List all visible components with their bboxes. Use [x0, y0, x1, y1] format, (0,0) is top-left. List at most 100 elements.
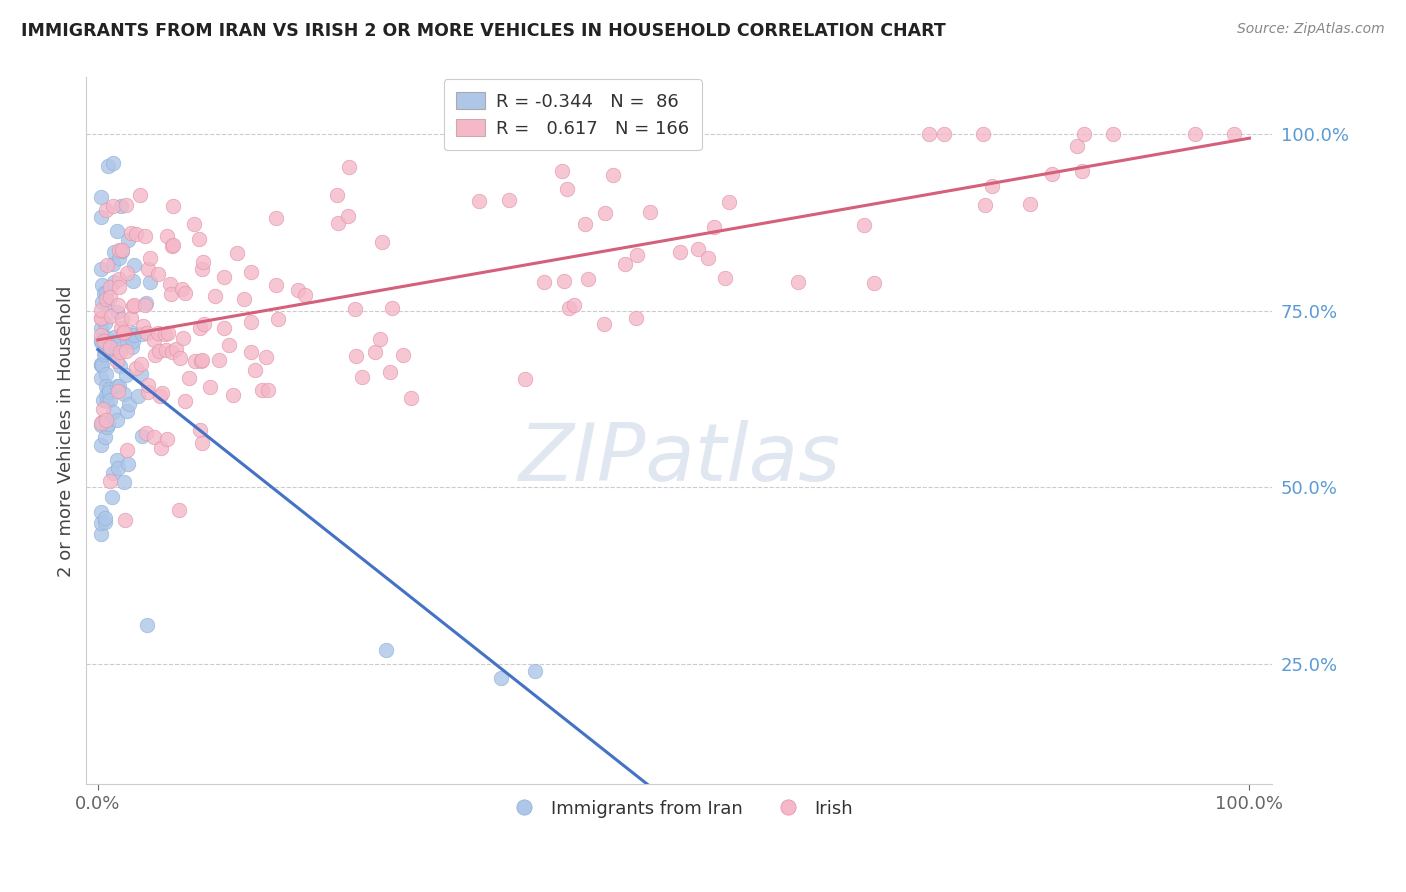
Point: [94, 387, 117, 401]
Point: [90, 303, 112, 318]
Point: [697, 251, 720, 265]
Point: [160, 344, 183, 359]
Y-axis label: 2 or more Vehicles in Household: 2 or more Vehicles in Household: [58, 285, 75, 576]
Point: [1070, 163, 1092, 178]
Point: [558, 301, 581, 315]
Point: [245, 363, 267, 377]
Point: [669, 244, 692, 259]
Point: [98, 474, 121, 488]
Point: [374, 643, 396, 657]
Point: [225, 246, 247, 260]
Point: [122, 298, 145, 312]
Point: [468, 194, 491, 209]
Point: [98, 345, 121, 359]
Legend: Immigrants from Iran, Irish: Immigrants from Iran, Irish: [498, 792, 860, 825]
Point: [125, 227, 148, 241]
Point: [134, 229, 156, 244]
Point: [94, 511, 117, 525]
Point: [114, 513, 136, 527]
Point: [336, 210, 359, 224]
Point: [713, 271, 735, 285]
Point: [155, 343, 177, 358]
Point: [553, 273, 575, 287]
Point: [981, 178, 1004, 193]
Point: [131, 367, 153, 381]
Point: [96, 331, 118, 345]
Point: [337, 160, 360, 174]
Point: [143, 333, 166, 347]
Point: [98, 280, 121, 294]
Point: [117, 233, 139, 247]
Point: [90, 438, 112, 452]
Point: [1066, 139, 1088, 153]
Point: [100, 334, 122, 349]
Point: [239, 315, 262, 329]
Point: [107, 334, 129, 349]
Point: [135, 296, 157, 310]
Point: [626, 248, 648, 262]
Point: [90, 357, 112, 371]
Point: [111, 244, 134, 258]
Point: [105, 305, 128, 319]
Point: [515, 372, 537, 386]
Point: [117, 397, 139, 411]
Point: [602, 168, 624, 182]
Point: [162, 238, 184, 252]
Point: [1018, 197, 1040, 211]
Point: [93, 334, 115, 348]
Point: [122, 334, 145, 348]
Point: [105, 224, 128, 238]
Point: [167, 502, 190, 516]
Point: [174, 393, 197, 408]
Point: [107, 461, 129, 475]
Point: [90, 320, 112, 334]
Point: [91, 402, 114, 417]
Point: [94, 285, 117, 300]
Point: [574, 217, 596, 231]
Point: [1184, 127, 1206, 141]
Point: [974, 198, 997, 212]
Point: [703, 219, 725, 234]
Point: [90, 262, 112, 277]
Point: [131, 429, 153, 443]
Point: [344, 302, 367, 317]
Point: [94, 430, 117, 444]
Point: [94, 345, 117, 359]
Point: [576, 272, 599, 286]
Point: [107, 413, 129, 427]
Point: [90, 311, 112, 326]
Text: Source: ZipAtlas.com: Source: ZipAtlas.com: [1237, 22, 1385, 37]
Point: [111, 312, 134, 326]
Point: [90, 333, 112, 347]
Point: [932, 127, 955, 141]
Point: [94, 292, 117, 306]
Point: [200, 379, 222, 393]
Point: [212, 321, 235, 335]
Point: [129, 357, 152, 371]
Point: [786, 275, 808, 289]
Point: [156, 432, 179, 446]
Point: [326, 188, 349, 202]
Point: [232, 293, 254, 307]
Point: [97, 417, 120, 431]
Point: [193, 255, 215, 269]
Point: [193, 317, 215, 331]
Point: [524, 665, 547, 679]
Point: [257, 383, 280, 397]
Point: [555, 182, 578, 196]
Point: [112, 326, 135, 340]
Point: [107, 251, 129, 265]
Point: [204, 289, 226, 303]
Point: [115, 404, 138, 418]
Point: [1073, 127, 1095, 141]
Point: [562, 297, 585, 311]
Point: [105, 452, 128, 467]
Point: [91, 393, 114, 408]
Point: [114, 198, 136, 212]
Point: [103, 245, 125, 260]
Point: [103, 275, 125, 289]
Point: [108, 345, 131, 359]
Point: [115, 266, 138, 280]
Point: [101, 199, 124, 213]
Point: [101, 491, 124, 505]
